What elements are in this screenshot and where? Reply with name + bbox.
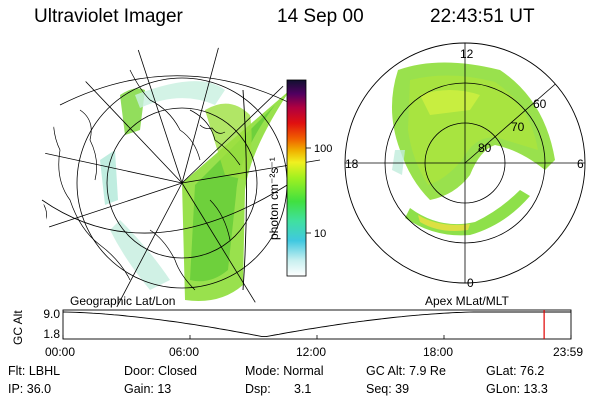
geographic-label: Geographic Lat/Lon [70, 294, 176, 308]
dsp-label: Dsp: [245, 382, 271, 396]
polar-grid [345, 43, 585, 283]
colorbar-tick-10: 10 [314, 228, 326, 240]
alt-ylabel: GC Alt [11, 310, 25, 345]
dsp-value: 3.1 [294, 382, 312, 396]
mlt-label-0: 0 [467, 276, 474, 290]
polar-plot-panel: 12 18 6 0 60 70 80 [344, 42, 586, 290]
alt-ytick-9: 9.0 [43, 307, 60, 321]
altitude-plot: 9.0 1.8 GC Alt [11, 307, 572, 345]
alt-xtick-1800: 18:00 [423, 345, 454, 359]
alt-xtick-2359: 23:59 [553, 345, 584, 359]
lower-arc [41, 179, 296, 234]
gain-info: Gain: 13 [124, 382, 172, 396]
lat-label-60: 60 [533, 97, 547, 111]
mode-info: Mode: Normal [245, 364, 324, 378]
colorbar-unit-label: photon cm⁻²s⁻¹ [267, 157, 281, 240]
mlt-label-6: 6 [577, 157, 584, 171]
apex-label: Apex MLat/MLT [425, 294, 509, 308]
instrument-title: Ultraviolet Imager [34, 6, 183, 27]
alt-xtick-1200: 12:00 [296, 345, 327, 359]
horizon-arc [59, 75, 301, 109]
auroral-emission-left [100, 81, 290, 301]
glon-info: GLon: 13.3 [486, 382, 548, 396]
alt-xtick-0000: 00:00 [45, 345, 76, 359]
time-label: 22:43:51 UT [430, 6, 535, 27]
terminator-line [242, 89, 247, 291]
auroral-emission-right [391, 62, 555, 236]
mlt-label-18: 18 [345, 157, 359, 171]
lat-label-80: 80 [478, 141, 492, 155]
alt-xtick-0600: 06:00 [169, 345, 200, 359]
ip-info: IP: 36.0 [8, 382, 52, 396]
lat-label-70: 70 [511, 120, 525, 134]
seq-info: Seq: 39 [366, 382, 410, 396]
date-label: 14 Sep 00 [277, 6, 364, 27]
filter-info: Flt: LBHL [8, 364, 61, 378]
gc-alt-info: GC Alt: 7.9 Re [366, 364, 446, 378]
altitude-curve [62, 311, 571, 338]
colorbar: 100 10 photon cm⁻²s⁻¹ [267, 79, 332, 277]
colorbar-tick-100: 100 [314, 143, 332, 155]
alt-ytick-1.8: 1.8 [43, 327, 60, 341]
glat-info: GLat: 76.2 [486, 364, 545, 378]
mlt-label-12: 12 [460, 47, 474, 61]
door-info: Door: Closed [124, 364, 197, 378]
